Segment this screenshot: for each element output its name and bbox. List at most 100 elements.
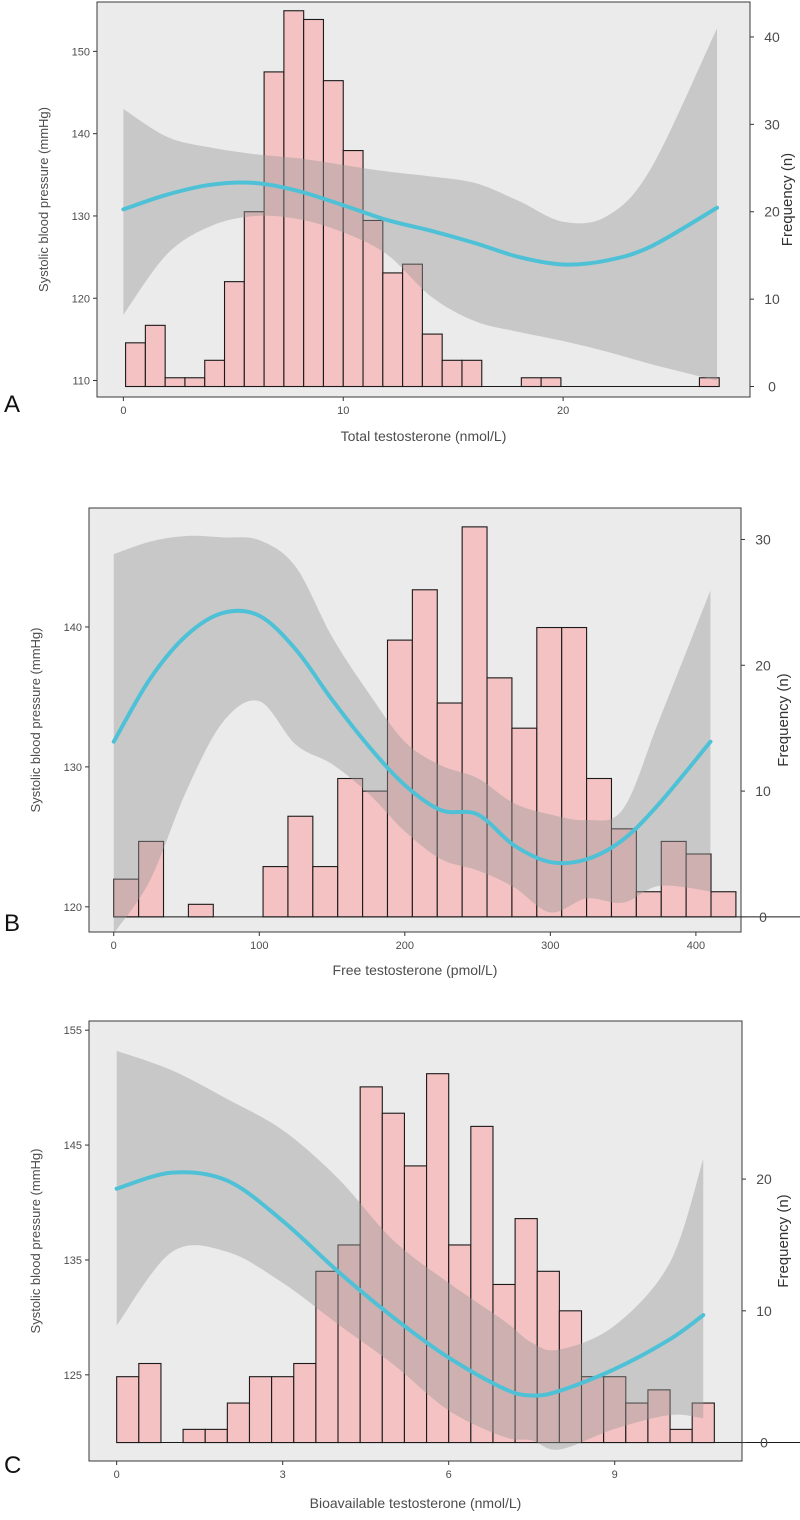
histogram-bars	[125, 10, 720, 388]
histogram-bar	[125, 342, 146, 388]
histogram-bar	[184, 377, 206, 388]
y2-tick-label: 10	[755, 783, 771, 799]
histogram-bar	[187, 903, 214, 918]
histogram-bar	[248, 1376, 273, 1444]
x-tick-label: 100	[250, 940, 268, 952]
histogram-bar	[262, 866, 289, 918]
histogram-bar	[486, 677, 513, 918]
x-axis-label: Bioavailable testosterone (nmol/L)	[310, 1495, 522, 1511]
histogram-bar	[710, 891, 737, 918]
panel-label: B	[4, 910, 20, 937]
y2-tick-label: 0	[768, 379, 776, 395]
histogram-bar	[540, 377, 562, 388]
y-tick-label: 140	[64, 622, 82, 634]
x-tick-label: 400	[687, 940, 705, 952]
y-tick-label: 110	[72, 376, 90, 388]
y-tick-label: 125	[64, 1370, 82, 1382]
x-tick-label: 6	[446, 1469, 452, 1481]
y2-tick-label: 20	[764, 204, 780, 220]
chart-panel-c: 125 135 145 155 0 10 20 0 3 6 9 Bioavailable testos…	[4, 1020, 800, 1511]
histogram-bar	[635, 891, 662, 918]
y2-axis-label: Frequency (n)	[775, 673, 792, 766]
y-tick-label: 140	[72, 129, 90, 141]
y-tick-label: 120	[72, 293, 90, 305]
histogram-bar	[685, 853, 712, 918]
histogram-bars	[116, 1073, 800, 1444]
chart-panel-a: 110 120 130 140 150 0 10 20 30 40 0 10 20 Total testo…	[4, 1, 796, 444]
y2-tick-label: 20	[755, 657, 771, 673]
histogram-bar	[204, 359, 226, 388]
histogram-bar	[421, 333, 443, 388]
fit-line	[114, 1170, 706, 1398]
panel-label: C	[4, 1452, 21, 1479]
histogram-bar	[669, 1428, 693, 1444]
y-axis-label: Systolic blood pressure (mmHg)	[28, 628, 43, 813]
histogram-bars	[113, 526, 800, 918]
histogram-bar	[182, 1428, 206, 1444]
x-tick-label: 0	[120, 405, 126, 417]
y2-tick-label: 30	[764, 116, 780, 132]
y2-axis-label: Frequency (n)	[779, 153, 796, 246]
panel-label: A	[4, 391, 20, 418]
x-axis-label: Total testosterone (nmol/L)	[341, 428, 507, 444]
confidence-band	[123, 28, 718, 381]
y2-tick-label: 10	[764, 291, 780, 307]
x-tick-label: 9	[612, 1469, 618, 1481]
x-tick-label: 3	[280, 1469, 286, 1481]
y-tick-label: 135	[64, 1255, 82, 1267]
y2-tick-label: 30	[755, 531, 771, 547]
y2-tick-label: 0	[759, 909, 767, 925]
y-tick-label: 130	[72, 211, 90, 223]
confidence-band	[113, 535, 711, 932]
histogram-bar	[520, 377, 542, 388]
x-tick-label: 0	[111, 940, 117, 952]
histogram-bar	[164, 377, 186, 388]
x-tick-label: 200	[396, 940, 414, 952]
plot-background	[97, 2, 750, 397]
histogram-bar	[312, 866, 339, 918]
histogram-bar	[223, 281, 245, 388]
histogram-bar	[138, 1362, 162, 1444]
y2-tick-label: 10	[756, 1303, 772, 1319]
y-axis-label: Systolic blood pressure (mmHg)	[36, 107, 51, 292]
fit-line	[121, 180, 720, 267]
histogram-bar	[204, 1428, 228, 1444]
y-tick-label: 145	[64, 1140, 82, 1152]
histogram-bar	[411, 589, 438, 918]
confidence-band	[116, 1050, 704, 1450]
histogram-bar	[441, 359, 463, 388]
histogram-bar	[226, 1402, 251, 1444]
x-tick-label: 0	[114, 1469, 120, 1481]
y-tick-label: 130	[64, 762, 82, 774]
x-tick-label: 10	[337, 405, 349, 417]
y2-tick-label: 40	[764, 29, 780, 45]
y-axis-label: Systolic blood pressure (mmHg)	[28, 1149, 43, 1334]
histogram-bar	[271, 1376, 295, 1444]
histogram-bar	[337, 777, 364, 918]
histogram-bar	[293, 1362, 317, 1444]
histogram-bar	[287, 815, 314, 918]
y-tick-label: 120	[64, 902, 82, 914]
y-tick-label: 150	[72, 46, 90, 58]
fit-line	[111, 608, 713, 866]
histogram-bar	[322, 80, 344, 388]
plot-border	[96, 1, 751, 398]
plot-border	[88, 507, 742, 933]
y2-tick-label: 20	[756, 1171, 772, 1187]
x-tick-label: 20	[557, 405, 569, 417]
plot-border	[88, 1020, 743, 1462]
histogram-bar	[382, 272, 404, 388]
x-tick-label: 300	[541, 940, 559, 952]
y2-tick-label: 0	[760, 1435, 768, 1451]
histogram-bar	[243, 211, 265, 388]
histogram-bar	[461, 359, 483, 388]
y2-axis-label: Frequency (n)	[775, 1194, 792, 1287]
y-tick-label: 155	[64, 1025, 82, 1037]
histogram-bar	[138, 840, 165, 918]
x-axis-label: Free testosterone (pmol/L)	[333, 962, 498, 978]
histogram-bar	[144, 324, 166, 388]
histogram-bar	[263, 71, 285, 388]
histogram-bar	[116, 1376, 140, 1444]
